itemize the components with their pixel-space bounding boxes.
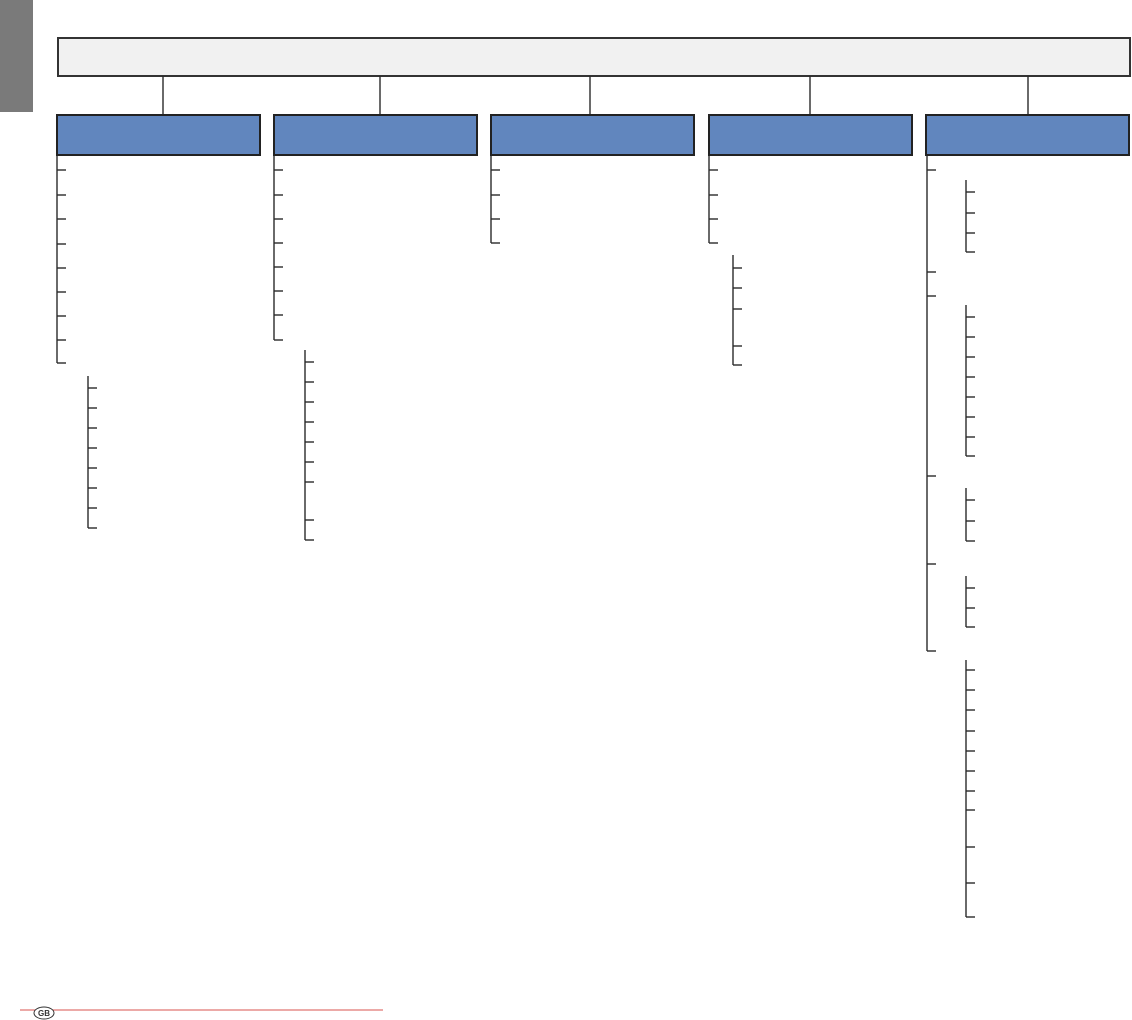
submenu-box [490, 114, 695, 156]
submenu-box [56, 114, 261, 156]
badge-outline [33, 1006, 55, 1020]
badge-text: GB [38, 1009, 50, 1018]
submenu-boxes [56, 114, 1130, 156]
submenu-box [708, 114, 913, 156]
side-tab [0, 0, 33, 112]
submenu-box [925, 114, 1130, 156]
root-menu-box [57, 37, 1131, 77]
submenu-box [273, 114, 478, 156]
tree-lines [56, 76, 1029, 918]
